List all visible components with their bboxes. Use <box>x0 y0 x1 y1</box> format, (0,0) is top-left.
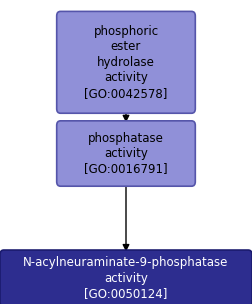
FancyBboxPatch shape <box>57 11 195 113</box>
Text: phosphoric
ester
hydrolase
activity
[GO:0042578]: phosphoric ester hydrolase activity [GO:… <box>84 25 168 100</box>
Text: phosphatase
activity
[GO:0016791]: phosphatase activity [GO:0016791] <box>84 132 168 175</box>
Text: N-acylneuraminate-9-phosphatase
activity
[GO:0050124]: N-acylneuraminate-9-phosphatase activity… <box>23 256 229 300</box>
FancyBboxPatch shape <box>0 250 252 304</box>
FancyBboxPatch shape <box>57 121 195 186</box>
